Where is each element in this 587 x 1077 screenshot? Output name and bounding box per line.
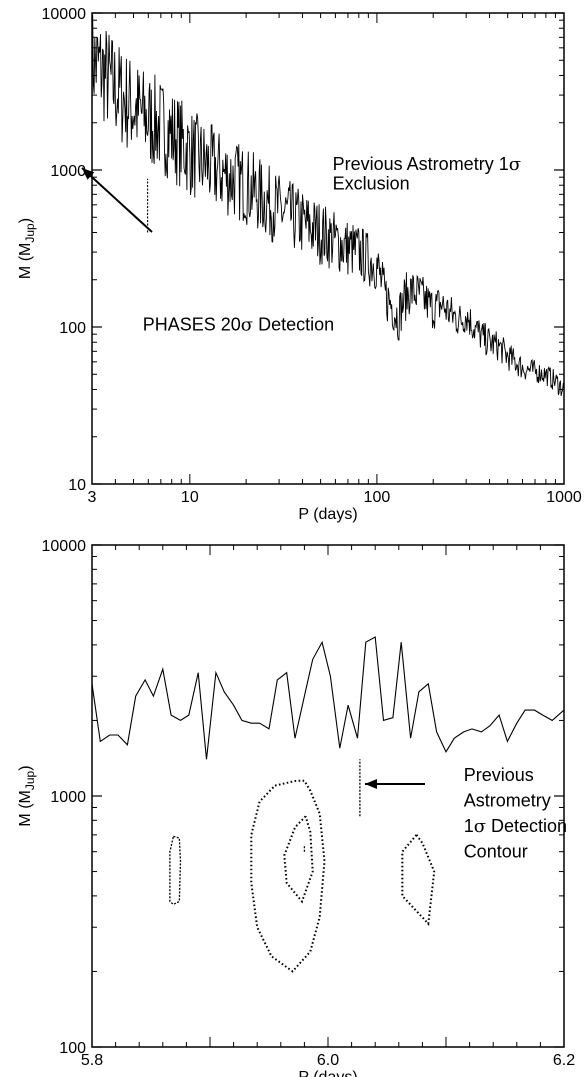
annotation: Previous [464, 765, 534, 785]
annotation-text: Contour [464, 841, 528, 861]
y-tick-label: 1000 [50, 163, 86, 180]
annotation-text: 1 [464, 816, 474, 836]
plot-frame [91, 12, 565, 485]
x-tick-label: 6.2 [553, 1052, 575, 1069]
annotation: Exclusion [333, 174, 410, 194]
arrow-head [365, 779, 377, 789]
y-axis-label-main: M (M [17, 790, 34, 826]
annotation-suffix: Detection [486, 816, 567, 836]
arrow-shaft [81, 167, 153, 233]
arrow-head [82, 168, 95, 180]
y-axis-label-subscript: Jup [23, 770, 37, 790]
y-axis-label: M (MJup) [17, 218, 37, 279]
x-tick-label: 3 [88, 489, 97, 506]
y-tick-label: 1000 [50, 789, 86, 806]
x-axis-label: P (days) [298, 506, 357, 523]
annotation-text: Previous [464, 765, 534, 785]
annotation: 1σ Detection [464, 816, 567, 837]
x-tick-label: 1000 [546, 489, 582, 506]
x-tick-label: 5.8 [81, 1052, 103, 1069]
y-axis-label: M (MJup) [17, 765, 37, 826]
series-line [91, 14, 565, 396]
annotation: Contour [464, 841, 528, 861]
y-tick-label: 100 [59, 320, 86, 337]
x-axis-label: P (days) [298, 1069, 357, 1077]
sigma-symbol: σ [241, 314, 253, 335]
y-axis-label-close: ) [17, 765, 34, 770]
series-line [91, 636, 565, 760]
sigma-symbol: σ [509, 154, 521, 175]
x-tick-label: 6.0 [317, 1052, 339, 1069]
annotation: Previous Astrometry 1σ [333, 154, 521, 175]
x-tick-label: 100 [364, 489, 391, 506]
annotation-text: Astrometry [464, 790, 551, 810]
y-tick-label: 10 [68, 477, 86, 494]
x-tick-label: 10 [181, 489, 199, 506]
bottom-chart: 100 1000 10000 5.8 6.0 6.2 P (days) M (MJup) Pre… [17, 538, 575, 1077]
sigma-symbol: σ [474, 816, 486, 837]
y-axis-label-main: M (M [17, 243, 34, 279]
annotation-text: Exclusion [333, 174, 410, 194]
y-tick-label: 10000 [42, 538, 87, 555]
y-tick-label: 10000 [42, 6, 87, 23]
annotation: Astrometry [464, 790, 551, 810]
y-axis-label-close: ) [17, 218, 34, 223]
contour-line [169, 835, 182, 906]
annotation-text: PHASES 20 [143, 314, 241, 334]
contour-line [401, 834, 436, 926]
y-tick-label: 100 [59, 1040, 86, 1057]
annotation-suffix: Detection [253, 314, 334, 334]
annotation: PHASES 20σ Detection [143, 314, 334, 335]
contour-line [283, 815, 314, 904]
annotation-text: Previous Astrometry 1 [333, 154, 509, 174]
contour-line [250, 779, 326, 973]
y-axis-label-subscript: Jup [23, 223, 37, 243]
